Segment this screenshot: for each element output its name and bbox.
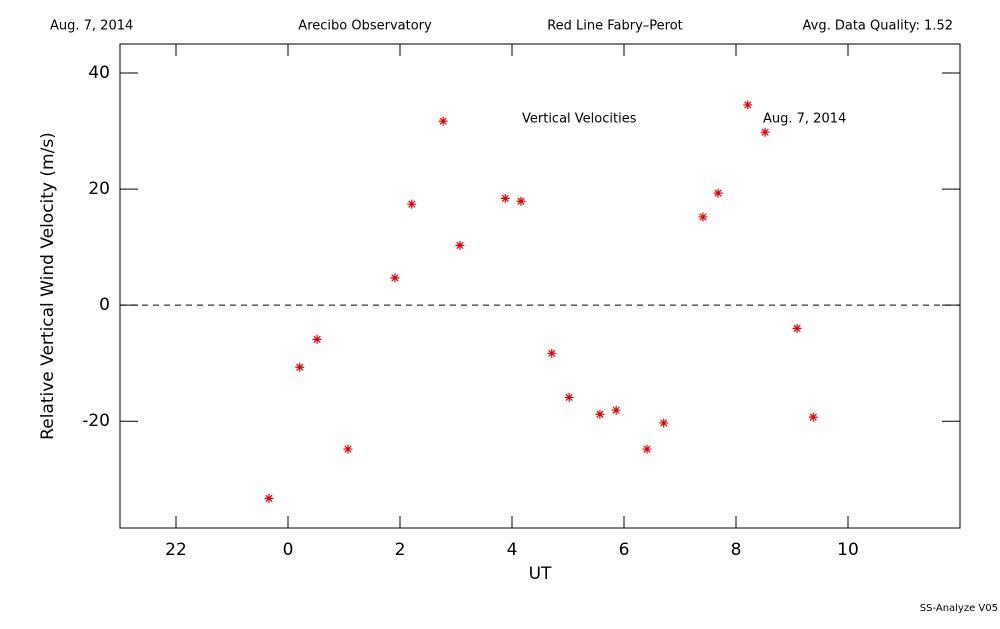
point — [760, 127, 770, 137]
y-tick-label: -20 — [82, 411, 110, 431]
x-tick-label: 2 — [395, 540, 406, 560]
x-axis-label: UT — [529, 564, 552, 584]
plot-frame — [119, 43, 961, 529]
point — [808, 412, 818, 422]
point — [698, 212, 708, 222]
point — [659, 418, 669, 428]
point — [500, 193, 510, 203]
x-tick-label: 0 — [283, 540, 294, 560]
point — [713, 188, 723, 198]
point — [390, 273, 400, 283]
y-tick-label: 40 — [88, 63, 110, 83]
header-site: Arecibo Observatory — [298, 19, 432, 34]
point — [642, 444, 652, 454]
point — [264, 493, 274, 503]
x-tick-label: 22 — [165, 540, 187, 560]
x-tick-label: 4 — [507, 540, 518, 560]
y-axis-label: Relative Vertical Wind Velocity (m/s) — [38, 132, 58, 440]
y-tick-label: 20 — [88, 179, 110, 199]
annotation: Aug. 7, 2014 — [763, 112, 846, 127]
point — [792, 323, 802, 333]
x-tick-label: 10 — [837, 540, 859, 560]
header-instrument: Red Line Fabry–Perot — [547, 19, 683, 34]
x-tick-label: 6 — [619, 540, 630, 560]
y-tick-label: 0 — [99, 295, 110, 315]
point — [611, 405, 621, 415]
footer: SS-Analyze V05 — [920, 603, 998, 614]
point — [595, 409, 605, 419]
point — [455, 240, 465, 250]
point — [547, 348, 557, 358]
point — [407, 199, 417, 209]
point — [295, 362, 305, 372]
point — [743, 100, 753, 110]
point — [516, 196, 526, 206]
x-tick-label: 8 — [731, 540, 742, 560]
point — [312, 334, 322, 344]
header-quality: Avg. Data Quality: 1.52 — [803, 19, 953, 34]
point — [438, 116, 448, 126]
point — [564, 392, 574, 402]
header-date: Aug. 7, 2014 — [50, 19, 133, 34]
point — [343, 444, 353, 454]
annotation: Vertical Velocities — [522, 112, 637, 127]
